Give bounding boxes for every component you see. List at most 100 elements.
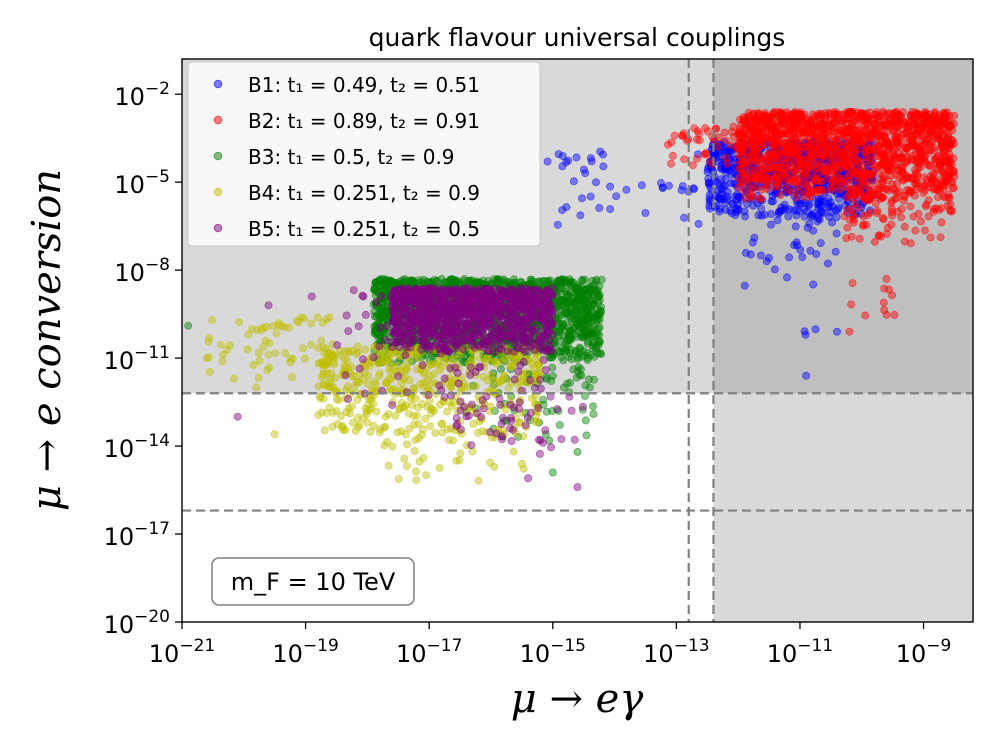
point-B3 xyxy=(565,326,574,335)
point-B1 xyxy=(760,210,769,219)
point-B1 xyxy=(807,212,816,221)
point-B4 xyxy=(354,423,363,432)
point-B1 xyxy=(784,187,793,196)
point-B3 xyxy=(578,275,587,284)
point-B4 xyxy=(320,426,329,435)
point-B1 xyxy=(814,214,823,223)
point-B3 xyxy=(588,296,597,305)
point-B2 xyxy=(815,185,824,194)
excluded-region-meg xyxy=(713,393,973,622)
point-B1 xyxy=(823,259,832,268)
point-B2 xyxy=(888,291,897,300)
point-B2 xyxy=(814,139,823,148)
point-B4 xyxy=(489,357,498,366)
point-B1 xyxy=(749,201,758,210)
point-B4 xyxy=(421,414,430,423)
point-B4 xyxy=(464,382,473,391)
point-B4 xyxy=(471,382,480,391)
point-B1 xyxy=(750,233,759,242)
point-B3 xyxy=(597,275,606,284)
point-B1 xyxy=(592,178,601,187)
point-B1 xyxy=(817,197,826,206)
point-B2 xyxy=(870,110,879,119)
point-B4 xyxy=(417,430,426,439)
point-B2 xyxy=(912,180,921,189)
point-B4 xyxy=(372,407,381,416)
point-B3 xyxy=(582,431,591,440)
point-B1 xyxy=(767,209,776,218)
point-B4 xyxy=(255,356,264,365)
point-B2 xyxy=(848,279,857,288)
point-B1 xyxy=(741,212,750,221)
point-B3 xyxy=(535,277,544,286)
point-B1 xyxy=(726,206,735,215)
point-B2 xyxy=(842,193,851,202)
point-B4 xyxy=(317,336,326,345)
point-B4 xyxy=(340,361,349,370)
point-B4 xyxy=(414,420,423,429)
point-B1 xyxy=(587,157,596,166)
point-B4 xyxy=(379,349,388,358)
point-B2 xyxy=(753,136,762,145)
point-B4 xyxy=(384,410,393,419)
point-B4 xyxy=(402,440,411,449)
point-B2 xyxy=(761,140,770,149)
point-B3 xyxy=(381,283,390,292)
point-B1 xyxy=(680,213,689,222)
point-B2 xyxy=(767,126,776,135)
point-B4 xyxy=(388,442,397,451)
point-B1 xyxy=(816,239,825,248)
point-B2 xyxy=(859,221,868,230)
point-B4 xyxy=(490,462,499,471)
point-B3 xyxy=(589,402,598,411)
point-B4 xyxy=(382,378,391,387)
point-B1 xyxy=(734,206,743,215)
point-B4 xyxy=(270,430,279,439)
point-B3 xyxy=(563,379,572,388)
point-B4 xyxy=(229,374,238,383)
point-B4 xyxy=(509,447,518,456)
point-B1 xyxy=(832,213,841,222)
point-B2 xyxy=(857,138,866,147)
point-B1 xyxy=(734,192,743,201)
point-B2 xyxy=(897,213,906,222)
point-B2 xyxy=(765,156,774,165)
point-B1 xyxy=(773,216,782,225)
point-B4 xyxy=(314,343,323,352)
point-B2 xyxy=(924,212,933,221)
point-B2 xyxy=(748,145,757,154)
point-B2 xyxy=(729,122,738,131)
point-B1 xyxy=(767,220,776,229)
point-B2 xyxy=(664,140,673,149)
point-B1 xyxy=(578,194,587,203)
point-B3 xyxy=(542,407,551,416)
point-B4 xyxy=(371,387,380,396)
point-B1 xyxy=(622,185,631,194)
point-B2 xyxy=(898,167,907,176)
point-B4 xyxy=(332,407,341,416)
point-B2 xyxy=(818,126,827,135)
point-B1 xyxy=(553,220,562,229)
point-B1 xyxy=(694,219,703,228)
point-B2 xyxy=(845,327,854,336)
point-B2 xyxy=(803,155,812,164)
point-B3 xyxy=(573,286,582,295)
point-B2 xyxy=(795,187,804,196)
point-B2 xyxy=(890,310,899,319)
point-B2 xyxy=(931,108,940,117)
point-B2 xyxy=(938,137,947,146)
point-B2 xyxy=(760,175,769,184)
point-B2 xyxy=(732,143,741,152)
point-B2 xyxy=(920,122,929,131)
point-B1 xyxy=(811,325,820,334)
point-B2 xyxy=(829,127,838,136)
point-B2 xyxy=(752,124,761,133)
point-B1 xyxy=(596,147,605,156)
point-B4 xyxy=(204,337,213,346)
point-B2 xyxy=(762,113,771,122)
point-B2 xyxy=(729,132,738,141)
point-B4 xyxy=(482,353,491,362)
point-B1 xyxy=(705,190,714,199)
point-B2 xyxy=(864,196,873,205)
